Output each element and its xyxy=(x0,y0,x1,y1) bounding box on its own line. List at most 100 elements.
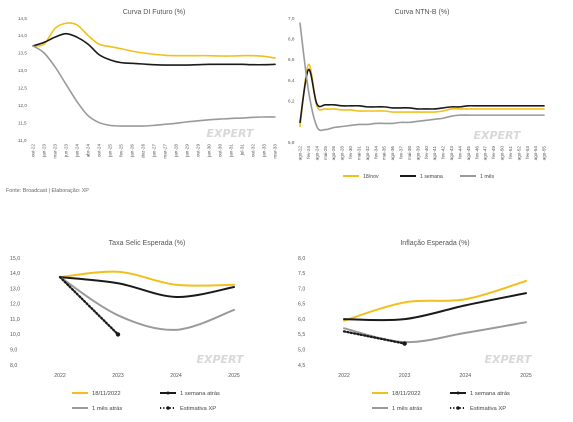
legend-label: 18/11/2022 xyxy=(92,391,121,397)
y-tick-label: 14,0 xyxy=(18,33,27,38)
watermark-text: EXPERT xyxy=(196,353,245,366)
x-tick-label: jan-25 xyxy=(108,144,113,158)
x-tick-label: mai-35 xyxy=(382,146,387,160)
x-tick-label: fev-40 xyxy=(424,146,429,159)
y-tick-label: 6,6 xyxy=(288,57,295,62)
series-line xyxy=(299,22,545,132)
x-tick-label: jan-29 xyxy=(185,144,190,158)
chart-title: Taxa Selic Esperada (%) xyxy=(109,240,186,247)
x-tick-label: ago-28 xyxy=(340,146,345,161)
series-line xyxy=(59,276,235,331)
series-line xyxy=(32,32,276,66)
x-tick-label: dez-26 xyxy=(141,144,146,158)
y-tick-label: 13,0 xyxy=(10,286,20,292)
x-tick-label: ago-24 xyxy=(314,146,319,161)
legend-swatch-marker xyxy=(166,406,170,410)
x-tick-label: jan-30 xyxy=(207,144,212,158)
y-tick-label: 12,0 xyxy=(18,103,27,108)
legend-label: 1 mês atrás xyxy=(92,406,122,412)
series-line xyxy=(343,279,527,322)
x-tick-label: ago-43 xyxy=(449,146,454,161)
watermark-text: EXPERT xyxy=(484,353,533,366)
x-tick-label: out-24 xyxy=(97,144,102,157)
y-tick-label: 9,0 xyxy=(10,348,17,354)
x-tick-label: jan-27 xyxy=(152,144,157,158)
series-line xyxy=(343,321,527,344)
legend-swatch-marker xyxy=(456,391,460,395)
legend-label: Estimativa XP xyxy=(470,406,506,412)
x-tick-label: fev-53 xyxy=(525,146,530,159)
x-tick-label: fev-46 xyxy=(474,146,479,159)
x-tick-label: ago-54 xyxy=(533,146,538,161)
x-tick-label: 2024 xyxy=(460,373,472,379)
legend-label: 1 semana atrás xyxy=(470,391,510,397)
y-tick-label: 10,0 xyxy=(10,332,20,338)
y-tick-label: 15,0 xyxy=(10,256,20,262)
y-tick-label: 14,0 xyxy=(10,271,20,277)
x-tick-label: jan-28 xyxy=(174,144,179,158)
x-tick-label: mai-31 xyxy=(356,146,361,160)
x-tick-label: fev-34 xyxy=(373,146,378,159)
series-end-marker xyxy=(402,341,407,346)
y-tick-label: 6,8 xyxy=(288,36,295,41)
x-tick-label: ago-41 xyxy=(432,146,437,161)
legend-label: 1 mês xyxy=(480,174,495,180)
x-tick-label: out-22 xyxy=(31,144,36,157)
inflacao-svg: Inflação Esperada (%) EXPERT 8,0 7,5 7,0 6,5 6… xyxy=(298,240,533,412)
x-tick-label: fev-24 xyxy=(306,146,311,159)
y-tick-label: 7,0 xyxy=(298,286,305,292)
x-tick-label: 2022 xyxy=(54,373,66,379)
legend-swatch-marker xyxy=(456,406,460,410)
x-tick-label: mai-38 xyxy=(407,146,412,160)
di-futuro-svg: Curva DI Futuro (%) EXPERT 14,5 14,0 13,5 13,… xyxy=(18,9,278,159)
x-tick-label: abr-24 xyxy=(86,144,91,158)
y-tick-label: 8,0 xyxy=(10,363,17,369)
x-tick-label: ago-52 xyxy=(516,146,521,161)
series-end-marker xyxy=(115,332,121,337)
y-tick-label: 5,8 xyxy=(288,140,295,145)
series-line xyxy=(59,270,235,287)
y-tick-label: 8,0 xyxy=(298,256,305,262)
x-tick-label: jan-23 xyxy=(42,144,47,158)
y-tick-label: 11,0 xyxy=(10,317,20,323)
series-line xyxy=(342,330,406,345)
x-tick-label: fev-44 xyxy=(457,146,462,159)
series-line xyxy=(299,68,545,124)
x-tick-label: ago-36 xyxy=(390,146,395,161)
y-tick-label: 11,5 xyxy=(18,120,27,125)
di-futuro-chart: Curva DI Futuro (%) EXPERT 14,5 14,0 13,5 13,… xyxy=(0,0,290,185)
x-tick-label: jan-24 xyxy=(75,144,80,158)
y-tick-label: 12,5 xyxy=(18,86,27,91)
y-tick-label: 4,5 xyxy=(298,363,305,369)
series-line xyxy=(58,275,120,336)
selic-svg: Taxa Selic Esperada (%) EXPERT 15,0 14,0 13,… xyxy=(10,240,245,412)
y-tick-label: 13,0 xyxy=(18,68,27,73)
y-tick-label: 7,5 xyxy=(298,271,305,277)
x-tick-label: mar-27 xyxy=(163,144,168,159)
selic-chart: Taxa Selic Esperada (%) EXPERT 15,0 14,0 13,… xyxy=(0,230,290,417)
ntnb-svg: Curva NTN-B (%)EXPERT7,06,86,66,46,25,8a… xyxy=(288,9,547,180)
y-tick-label: 6,5 xyxy=(298,302,305,308)
x-tick-label: jun-23 xyxy=(64,144,69,158)
y-tick-label: 13,5 xyxy=(18,51,27,56)
series-line xyxy=(299,63,545,128)
x-tick-label: out-32 xyxy=(251,144,256,157)
legend-swatch-marker xyxy=(166,391,170,395)
chart-title: Curva DI Futuro (%) xyxy=(123,9,186,16)
x-tick-label: jan-33 xyxy=(262,144,267,158)
series-line xyxy=(343,292,527,322)
x-tick-label: fev-42 xyxy=(441,146,446,159)
y-tick-label: 11,0 xyxy=(18,138,27,143)
x-tick-label: 2025 xyxy=(228,373,240,379)
series-line xyxy=(32,45,276,127)
x-tick-label: mar-23 xyxy=(53,144,58,159)
source-note: Fonte: Broadcast | Elaboração: XP xyxy=(6,188,89,194)
x-tick-label: ago-26 xyxy=(331,146,336,161)
x-tick-label: ago-32 xyxy=(365,146,370,161)
x-tick-label: jan-26 xyxy=(130,144,135,158)
watermark-text: EXPERT xyxy=(473,129,522,142)
x-tick-label: 2025 xyxy=(520,373,532,379)
series-line xyxy=(32,22,276,59)
legend-label: 1 semana atrás xyxy=(180,391,220,397)
x-tick-label: 2023 xyxy=(399,373,411,379)
